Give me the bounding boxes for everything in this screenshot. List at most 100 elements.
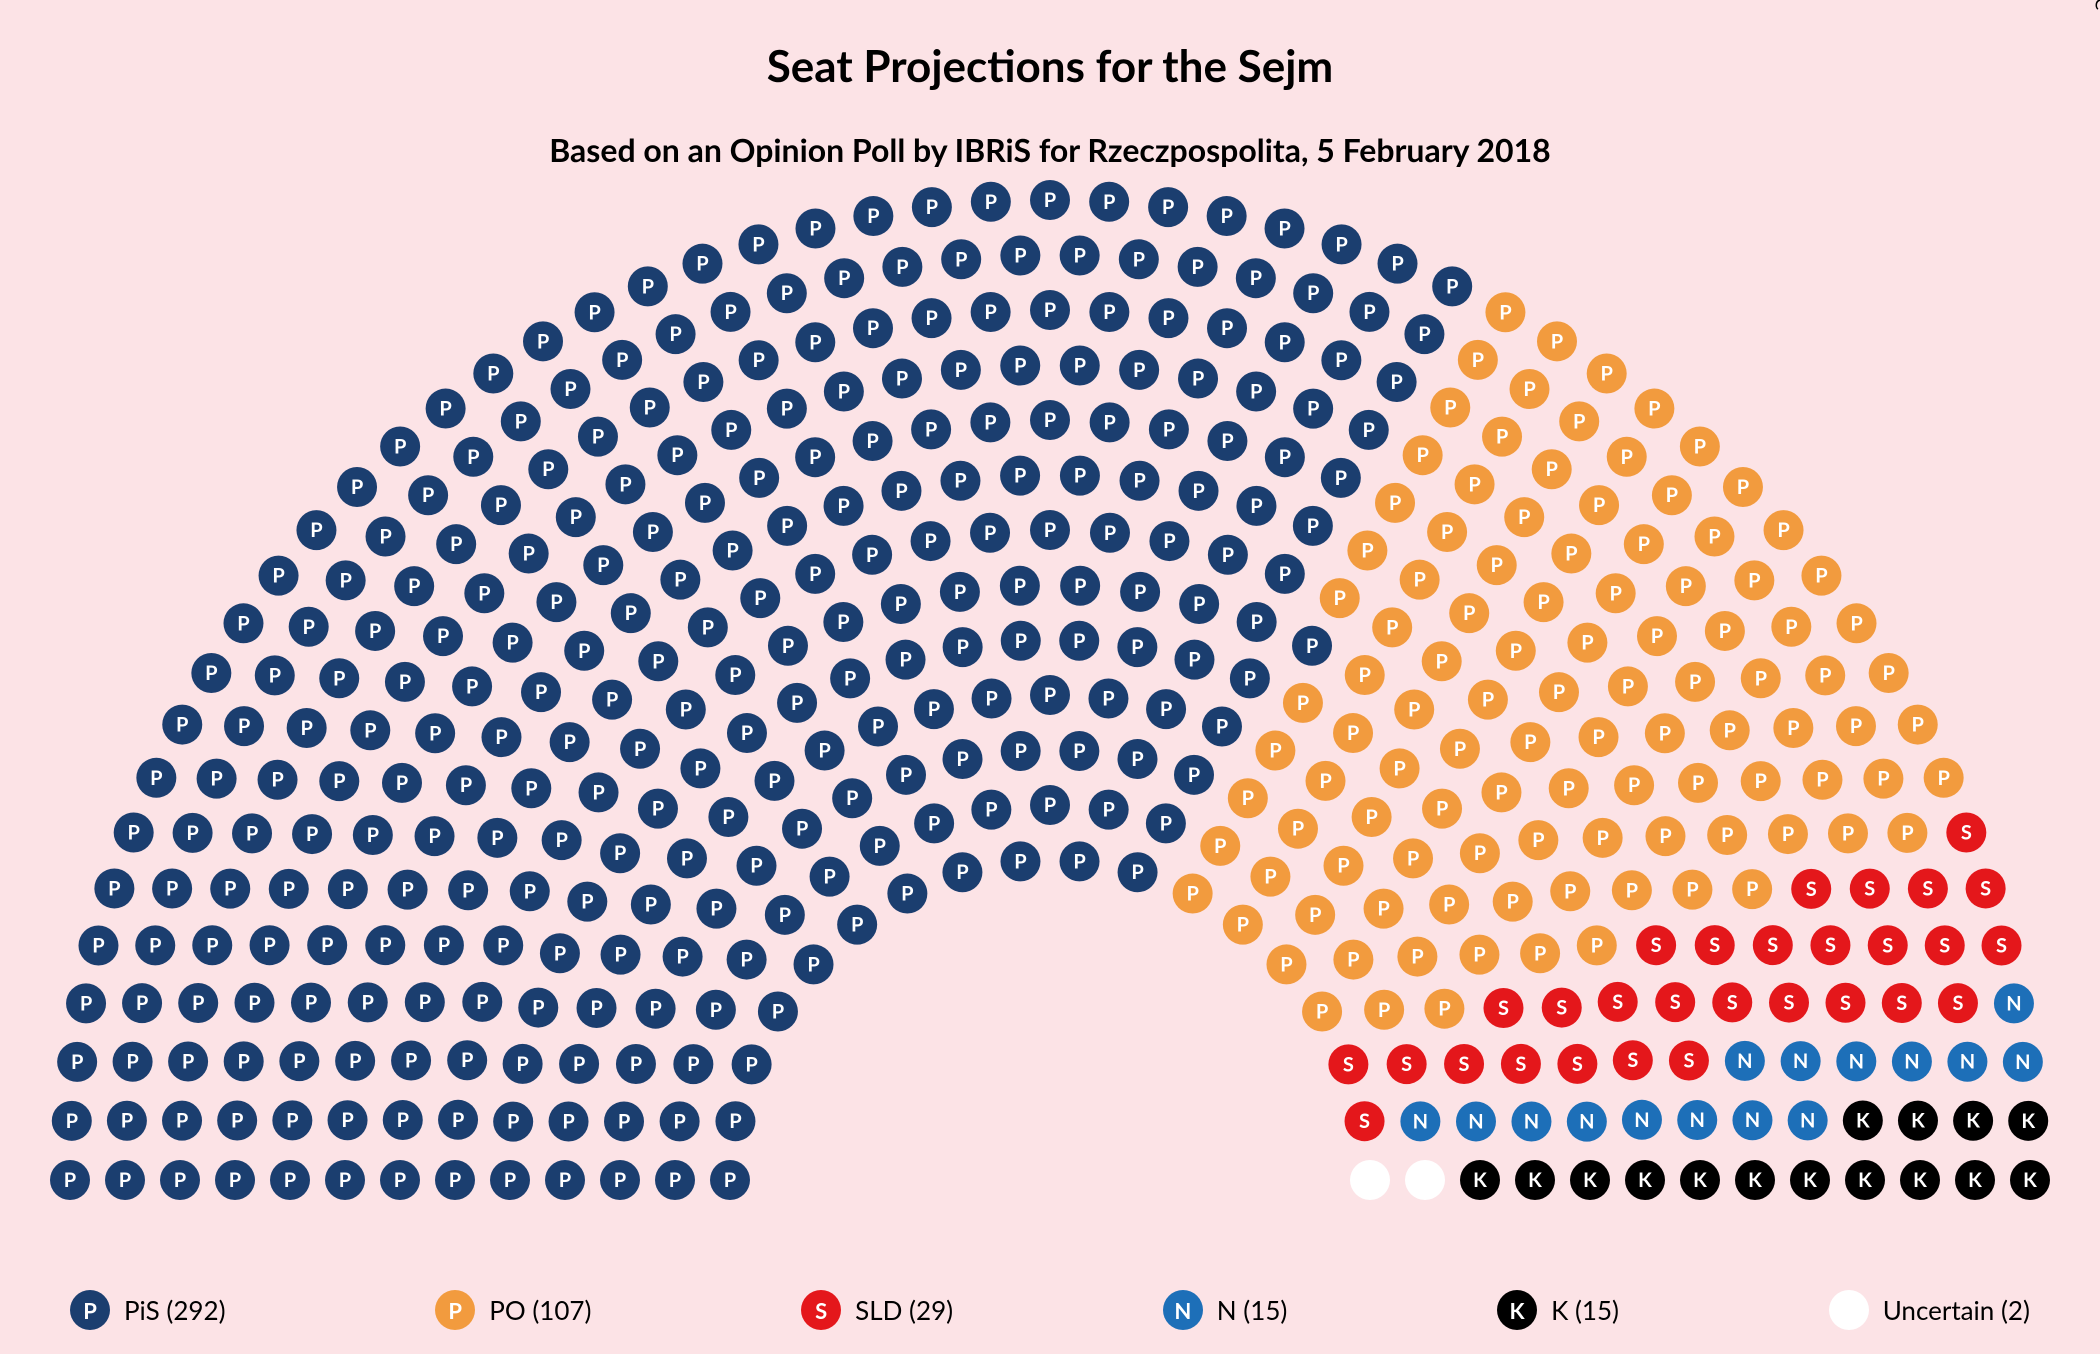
seat-letter: P	[550, 590, 562, 614]
seat-letter: P	[669, 1168, 681, 1192]
seat-letter: P	[1499, 300, 1511, 324]
seat-letter: P	[634, 737, 646, 761]
seat-letter: P	[1297, 691, 1309, 715]
seat-letter: P	[768, 769, 780, 793]
seat-letter: P	[724, 300, 736, 324]
seat-letter: P	[1563, 776, 1575, 800]
seat-letter: P	[1628, 773, 1640, 797]
seat-letter: P	[1391, 252, 1403, 276]
seat-letter: P	[740, 948, 752, 972]
seat-letter: P	[697, 370, 709, 394]
seat-letter: P	[1103, 300, 1115, 324]
seat-letter: P	[559, 1168, 571, 1192]
seat-letter: P	[807, 952, 819, 976]
seat-letter: P	[174, 1168, 186, 1192]
seat-letter: P	[300, 716, 312, 740]
seat-letter: S	[1727, 990, 1738, 1014]
seat-letter: P	[224, 877, 236, 901]
seat-letter: P	[1553, 680, 1565, 704]
legend-label-pis: PiS (292)	[124, 1294, 226, 1326]
seat-letter: P	[283, 877, 295, 901]
seat-letter: P	[306, 822, 318, 846]
seat-letter: P	[955, 247, 967, 271]
seat-letter: P	[838, 380, 850, 404]
seat-letter: P	[1622, 674, 1634, 698]
seat-letter: P	[1454, 737, 1466, 761]
seat-letter: P	[1785, 615, 1797, 639]
seat-letter: P	[1131, 860, 1143, 884]
seat-letter: P	[1850, 611, 1862, 635]
legend-label-po: PO (107)	[489, 1294, 591, 1326]
seat-letter: P	[1044, 408, 1056, 432]
seat-letter: P	[237, 1049, 249, 1073]
seat-letter: P	[1280, 952, 1292, 976]
seat-letter: P	[726, 538, 738, 562]
seat-letter: S	[1359, 1109, 1370, 1133]
seat-letter: K	[1966, 1109, 1980, 1133]
seat-letter: P	[1044, 298, 1056, 322]
seat-letter: P	[1882, 661, 1894, 685]
seat-letter: P	[1014, 464, 1026, 488]
seat-letter: K	[2023, 1168, 2037, 1192]
seat-letter: P	[495, 725, 507, 749]
seat-letter: P	[745, 1052, 757, 1076]
seat-letter: P	[753, 466, 765, 490]
seat-letter: P	[1609, 581, 1621, 605]
seat-letter: P	[673, 1109, 685, 1133]
seat-letter: P	[1689, 670, 1701, 694]
seat-letter: P	[1877, 767, 1889, 791]
seat-letter: P	[1103, 190, 1115, 214]
seat-letter: N	[1904, 1050, 1919, 1074]
legend-swatch-n: N	[1163, 1290, 1203, 1330]
seat-letter: P	[478, 581, 490, 605]
seat-letter: P	[956, 747, 968, 771]
seat-letter: P	[1407, 846, 1419, 870]
seat-letter: N	[1800, 1108, 1815, 1132]
seat-letter: P	[80, 991, 92, 1015]
seat-letter: P	[394, 434, 406, 458]
seat-letter: P	[176, 713, 188, 737]
seat-letter: P	[1250, 494, 1262, 518]
seat-letter: P	[647, 520, 659, 544]
seat-letter: P	[796, 817, 808, 841]
seat-letter: P	[846, 786, 858, 810]
seat-letter: P	[928, 811, 940, 835]
seat-letter: P	[206, 933, 218, 957]
seat-letter: S	[1806, 877, 1817, 901]
seat-letter: S	[1709, 933, 1720, 957]
seat-letter: S	[1980, 876, 1991, 900]
seat-letter: P	[238, 714, 250, 738]
seat-letter: P	[956, 860, 968, 884]
seat-letter: P	[396, 771, 408, 795]
seat-letter: P	[1686, 878, 1698, 902]
seat-letter: P	[429, 721, 441, 745]
seat-letter: P	[1335, 348, 1347, 372]
seat-letter: P	[985, 798, 997, 822]
seat-letter: P	[1444, 396, 1456, 420]
seat-letter: P	[1160, 811, 1172, 835]
seat-letter: P	[272, 564, 284, 588]
seat-letter: P	[127, 820, 139, 844]
seat-letter: P	[1133, 247, 1145, 271]
seat-letter: P	[649, 997, 661, 1021]
seat-letter: P	[752, 348, 764, 372]
seat-letter: P	[676, 945, 688, 969]
seat-letter: P	[182, 1050, 194, 1074]
seat-letter: P	[696, 252, 708, 276]
seat-letter: P	[606, 688, 618, 712]
seat-letter: P	[573, 1052, 585, 1076]
seat-letter: P	[588, 300, 600, 324]
seat-letter: P	[305, 991, 317, 1015]
seat-letter: P	[1482, 688, 1494, 712]
seat-letter: P	[339, 568, 351, 592]
seat-letter: P	[1307, 397, 1319, 421]
seat-letter: P	[1463, 601, 1475, 625]
seat-letter: K	[1856, 1109, 1870, 1133]
seat-letter: P	[722, 805, 734, 829]
seat-letter: P	[725, 418, 737, 442]
seat-letter: P	[66, 1109, 78, 1133]
seat-letter: S	[1840, 991, 1851, 1015]
seat-letter: P	[1737, 475, 1749, 499]
seat-letter: P	[1601, 361, 1613, 385]
seat-letter: P	[394, 1168, 406, 1192]
